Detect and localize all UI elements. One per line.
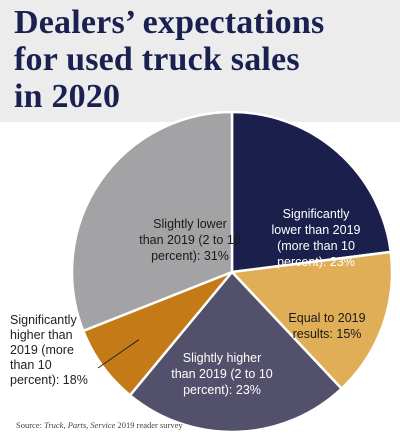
- slice-label-1-line-1: Significantly: [283, 207, 350, 221]
- slice-label-4-line-3: 2019 (more: [10, 343, 74, 357]
- slice-label-2-line-2: results: 15%: [293, 327, 362, 341]
- slice-label-1-line-3: (more than 10: [277, 239, 355, 253]
- chart-title: Dealers’ expectations for used truck sal…: [14, 4, 394, 115]
- slice-label-3-line-2: than 2019 (2 to 10: [171, 367, 273, 381]
- source-prefix: Source:: [16, 420, 45, 430]
- slice-label-2: Equal to 2019 results: 15%: [288, 311, 365, 341]
- title-line-1: Dealers’ expectations: [14, 4, 325, 41]
- slice-label-2-line-1: Equal to 2019: [288, 311, 365, 325]
- source-publication: Truck, Parts, Service: [44, 420, 116, 430]
- slice-label-4-line-2: higher than: [10, 328, 73, 342]
- slice-label-5-line-2: than 2019 (2 to 10: [139, 233, 241, 247]
- slice-label-4-line-4: than 10: [10, 358, 52, 372]
- slice-label-4-line-1: Significantly: [10, 313, 77, 327]
- pie-slice-5: [70, 110, 234, 333]
- slice-label-3-line-1: Slightly higher: [183, 351, 262, 365]
- slice-label-3-line-3: percent): 23%: [183, 383, 261, 397]
- title-band: Dealers’ expectations for used truck sal…: [0, 0, 400, 122]
- slice-label-4-line-5: percent): 18%: [10, 373, 88, 387]
- slice-label-5: Slightly lower than 2019 (2 to 10 percent)…: [139, 217, 241, 263]
- slice-label-3: Slightly higher than 2019 (2 to 10 percent…: [171, 351, 273, 397]
- slice-label-5-line-3: percent): 31%: [151, 249, 229, 263]
- slice-label-4: Significantly higher than 2019 (more than 1…: [10, 313, 88, 387]
- slice-label-1-line-2: lower than 2019: [272, 223, 361, 237]
- leader-line: [97, 339, 140, 369]
- title-line-3: in 2020: [14, 78, 121, 115]
- pie-slice-3: [128, 270, 344, 434]
- pie-slice-2: [229, 250, 394, 391]
- pie-labels: Significantly lower than 2019 (more than 1…: [10, 207, 366, 397]
- title-line-2: for used truck sales: [14, 41, 300, 78]
- slice-label-1: Significantly lower than 2019 (more than 1…: [272, 207, 361, 269]
- pie-slice-1: [230, 110, 393, 274]
- source-note: Source: Truck, Parts, Service 2019 reade…: [16, 420, 183, 430]
- slice-label-5-line-1: Slightly lower: [153, 217, 227, 231]
- pie-slices: [70, 110, 394, 434]
- slice-label-1-line-4: percent): 23%: [277, 255, 355, 269]
- source-suffix: 2019 reader survey: [115, 420, 183, 430]
